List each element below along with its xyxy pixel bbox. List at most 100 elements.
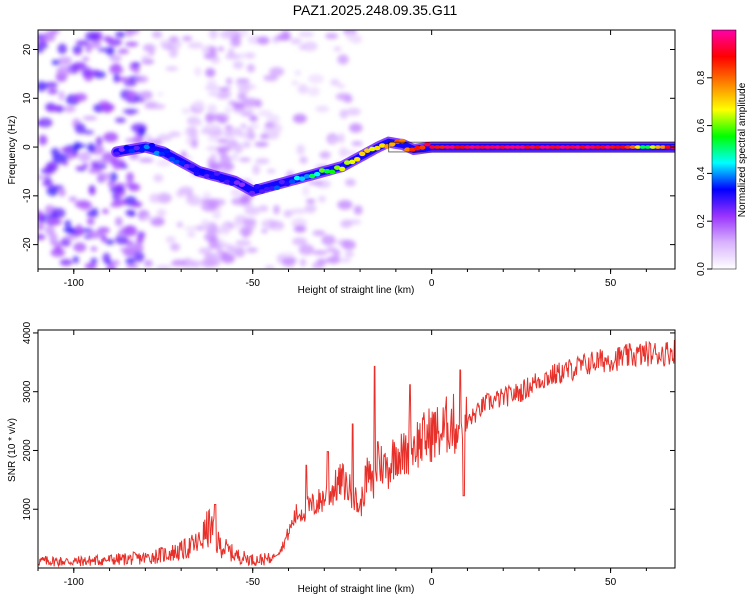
noise-speck [132,62,141,68]
noise-speck [123,80,137,87]
ridge-cell [128,148,135,154]
ridge-cell [354,157,361,162]
noise-speck [151,30,163,39]
noise-speck [291,208,307,214]
colorbar-tick-label: 0.4 [696,166,707,180]
noise-speck [271,123,282,135]
noise-speck [233,143,244,154]
noise-speck [294,70,301,76]
ridge-cell [308,173,316,179]
noise-speck [266,168,276,174]
noise-speck [130,201,143,208]
noise-speck [50,207,66,219]
ridge-cell [499,145,506,149]
colorbar: 0.0 0.2 0.4 0.6 0.8 Normalized spectral ampl… [696,29,748,276]
noise-speck [269,67,285,77]
noise-speck [242,141,252,148]
noise-speck [58,90,65,101]
noise-speck [255,158,270,165]
noise-speck [224,106,233,114]
spectrogram-ridge [111,136,675,197]
noise-speck [246,63,256,73]
noise-speck [242,97,259,108]
noise-speck [97,226,110,234]
noise-speck [167,41,183,46]
ridge-cell [374,145,381,151]
spectrogram-frame [37,29,676,270]
noise-speck [292,113,307,124]
noise-speck [183,226,199,231]
ridge-cell [594,145,601,149]
ridge-cell [268,186,276,191]
noise-speck [191,139,198,149]
noise-speck [266,114,280,123]
noise-speck [319,151,331,159]
noise-speck [337,54,349,65]
noise-speck [249,122,260,130]
noise-speck [57,43,68,55]
noise-speck [58,188,66,197]
noise-speck [156,159,172,167]
ridge-cell [534,145,541,149]
ridge-cell [323,168,331,174]
noise-speck [206,228,217,236]
noise-speck [63,226,75,233]
noise-speck [263,74,279,82]
noise-speck [206,79,217,85]
x-tick-label: -100 [64,278,84,289]
noise-speck [244,206,261,216]
noise-speck [210,152,217,164]
noise-speck [344,250,355,258]
noise-speck [326,246,337,253]
ridge-cell [183,163,191,169]
noise-speck [284,257,298,264]
noise-speck [210,56,221,64]
noise-speck [156,192,172,204]
noise-speck [170,243,181,252]
noise-speck [165,235,176,244]
noise-speck [90,207,99,218]
y-tick-label: 0 [22,144,33,150]
ridge-cell [133,145,140,151]
ridge-cell [474,145,481,149]
noise-speck [291,80,299,86]
ridge-cell [434,145,441,149]
x-tick-label: 0 [429,577,435,588]
noise-speck [307,180,324,185]
noise-speck [218,87,230,92]
noise-speck [198,247,212,255]
ridge-cell [494,145,501,149]
noise-speck [182,35,193,42]
noise-speck [301,41,318,52]
noise-speck [293,225,307,233]
noise-speck [187,231,196,238]
noise-speck [187,42,204,49]
noise-speck [212,210,222,220]
ridge-cell [664,145,672,149]
noise-speck [273,204,280,215]
noise-speck [192,100,205,110]
noise-speck [48,232,58,244]
noise-speck [337,83,345,89]
ridge-cell [379,143,386,148]
noise-speck [208,236,219,247]
noise-speck [97,172,112,181]
noise-speck [143,259,153,268]
top-y-ticks: -20 -10 0 10 20 [22,44,675,252]
ridge-cell [489,145,496,149]
noise-speck [126,172,134,184]
noise-speck [46,104,63,112]
ridge-cell [509,145,516,149]
noise-speck [340,219,353,229]
noise-speck [103,132,119,143]
noise-speck [217,46,225,52]
noise-speck [208,198,220,209]
ridge-cell [218,177,226,183]
noise-speck [153,174,164,183]
noise-speck [168,36,179,44]
ridge-cell [584,145,591,149]
ridge-cell [579,145,586,149]
y-tick-label: 10 [22,92,33,104]
x-tick-label: 50 [605,278,617,289]
noise-speck [88,167,102,174]
